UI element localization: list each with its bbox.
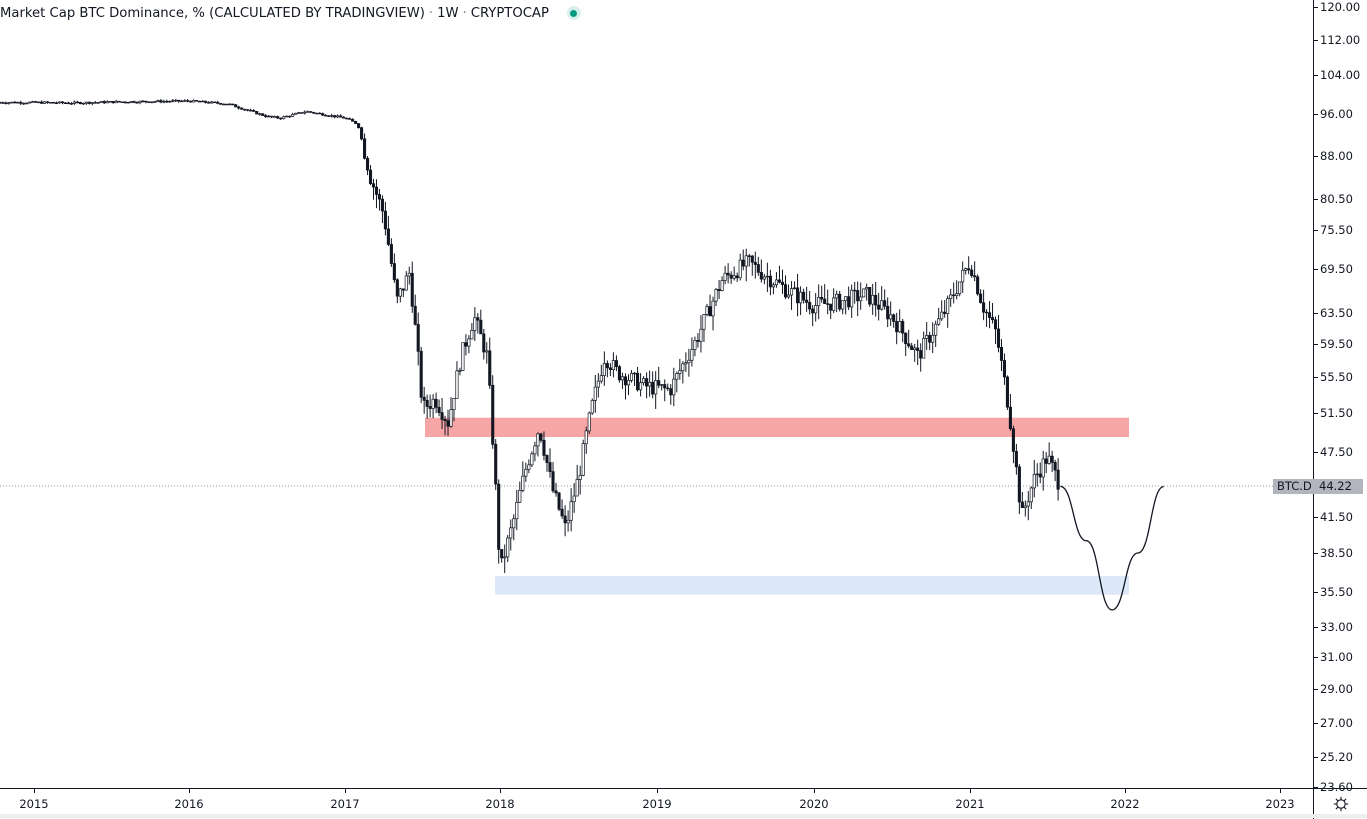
time-tick: 2016 [159,789,219,811]
time-axis[interactable]: 2015 2016 2017 2018 2019 2020 2021 2022 2023 [0,788,1313,819]
price-chart-canvas[interactable] [0,0,1313,788]
price-tick: 29.00 [1314,682,1367,696]
price-tick: 80.50 [1314,192,1367,206]
price-tick: 51.50 [1314,406,1367,420]
time-tick: 2019 [627,789,687,811]
time-tick: 2021 [940,789,1000,811]
bottom-border [0,814,1367,818]
price-tick: 38.50 [1314,546,1367,560]
candle-series [0,99,1060,574]
price-tick: 33.00 [1314,620,1367,634]
price-tick: 23.60 [1314,780,1367,794]
chart-pane[interactable]: Market Cap BTC Dominance, % (CALCULATED … [0,0,1313,788]
price-tick: 63.50 [1314,306,1367,320]
status-dot [570,9,578,17]
price-tick: 59.50 [1314,337,1367,351]
time-tick: 2015 [4,789,64,811]
market-status-icon[interactable] [566,6,581,20]
price-tick: 47.50 [1314,445,1367,459]
price-tick: 75.50 [1314,223,1367,237]
interval-label[interactable]: 1W [437,5,459,21]
price-tick: 27.00 [1314,716,1367,730]
support-zone[interactable] [495,576,1129,595]
symbol-title[interactable]: Market Cap BTC Dominance, % (CALCULATED … [0,5,425,21]
price-tick: 112.00 [1314,33,1367,47]
time-tick: 2018 [470,789,530,811]
gear-icon [1333,796,1349,812]
last-price-label: 44.22 [1315,479,1363,494]
price-tick: 41.50 [1314,510,1367,524]
time-tick: 2020 [784,789,844,811]
settings-button[interactable] [1313,788,1367,819]
time-tick: 2022 [1095,789,1155,811]
legend-separator: · [428,5,434,21]
price-tick: 120.00 [1314,0,1367,14]
price-tick: 88.00 [1314,149,1367,163]
symbol-price-label: BTC.D [1273,479,1316,494]
legend-separator: · [462,5,467,21]
price-tick: 96.00 [1314,107,1367,121]
price-tick: 31.00 [1314,650,1367,664]
price-tick: 35.50 [1314,585,1367,599]
price-tick: 25.20 [1314,750,1367,764]
price-axis[interactable]: 120.00 112.00 104.00 96.00 88.00 80.50 75.50 69… [1313,0,1367,794]
price-tick: 55.50 [1314,370,1367,384]
projection-drawing[interactable] [1060,485,1165,611]
resistance-zone[interactable] [425,417,1129,438]
time-tick: 2017 [315,789,375,811]
chart-legend[interactable]: Market Cap BTC Dominance, % (CALCULATED … [0,3,581,23]
exchange-label[interactable]: CRYPTOCAP [470,5,549,21]
price-tick: 104.00 [1314,68,1367,82]
price-tick: 69.50 [1314,262,1367,276]
zone-layer [425,417,1129,595]
time-tick: 2023 [1250,789,1310,811]
